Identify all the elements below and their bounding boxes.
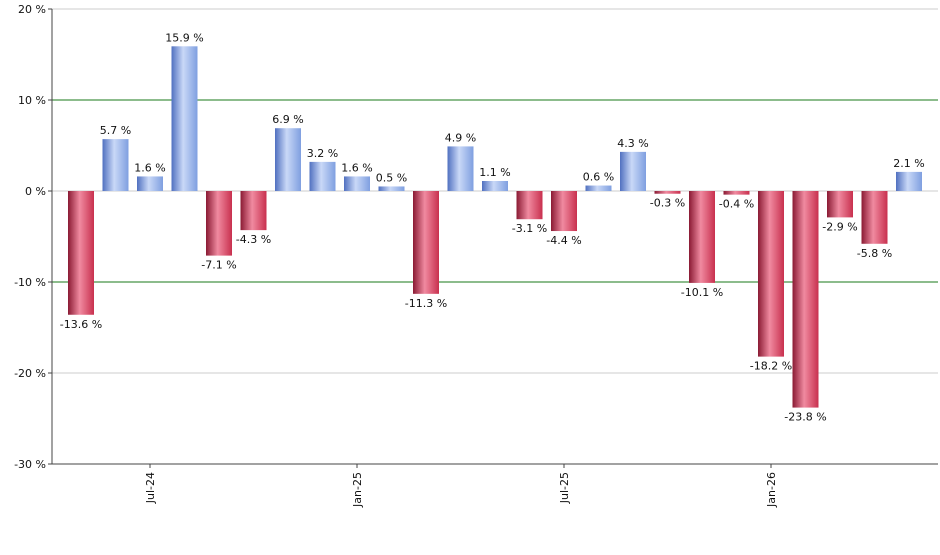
data-label: 5.7 % — [100, 124, 131, 137]
data-label: -0.4 % — [719, 198, 754, 211]
data-label: -11.3 % — [405, 297, 447, 310]
x-tick-label: Jan-25 — [351, 472, 364, 508]
bar-negative — [827, 191, 853, 218]
data-label: -18.2 % — [750, 360, 792, 373]
bar-negative — [516, 191, 543, 220]
data-label: -3.1 % — [512, 222, 547, 235]
y-tick-label: 20 % — [18, 3, 46, 16]
bar-positive — [102, 139, 129, 191]
bar-negative — [654, 191, 681, 194]
data-labels: -13.6 % 5.7 % 1.6 % 15.9 % -7.1 %-4.3 % 6.9 %… — [60, 31, 925, 423]
data-label: -2.9 % — [822, 220, 857, 233]
bar-negative — [413, 191, 439, 294]
x-tick-label: Jul-24 — [144, 472, 157, 504]
bar-positive — [309, 161, 336, 191]
data-label: 4.3 % — [617, 137, 648, 150]
bar-negative — [723, 191, 750, 195]
data-label: -7.1 % — [201, 259, 236, 272]
data-label: -10.1 % — [681, 286, 723, 299]
axes: 20 % 10 % 0 % -10 % -20 % -30 % Jul-24 Jan-25 Ju… — [14, 3, 938, 508]
data-label: -4.3 % — [236, 233, 271, 246]
data-label: -4.4 % — [546, 234, 581, 247]
bar-positive — [171, 46, 198, 192]
bar-positive — [482, 180, 508, 191]
y-tick-label: -30 % — [14, 458, 46, 471]
data-label: -0.3 % — [650, 197, 685, 210]
bar-positive — [344, 176, 370, 191]
y-tick-label: -20 % — [14, 367, 46, 380]
y-tick-label: 0 % — [25, 185, 46, 198]
data-label: 2.1 % — [893, 157, 924, 170]
bar-negative — [758, 191, 784, 357]
data-label: 0.5 % — [376, 171, 407, 184]
bar-negative — [240, 191, 267, 231]
data-label: 1.6 % — [134, 161, 165, 174]
bar-positive — [378, 186, 405, 191]
data-label: -5.8 % — [857, 247, 892, 260]
bar-positive — [447, 146, 474, 191]
x-tick-label: Jan-26 — [765, 472, 778, 508]
data-label: 1.1 % — [479, 166, 510, 179]
bar-positive — [275, 128, 301, 191]
bar-negative — [68, 191, 94, 315]
x-tick-label: Jul-25 — [558, 472, 571, 504]
y-tick-label: -10 % — [14, 276, 46, 289]
bar-negative — [689, 191, 715, 283]
bar-positive — [585, 185, 612, 191]
data-label: 3.2 % — [307, 147, 338, 160]
data-label: -13.6 % — [60, 318, 102, 331]
bar-negative — [792, 191, 819, 408]
data-label: 4.9 % — [445, 131, 476, 144]
bar-negative — [551, 191, 577, 232]
data-label: 15.9 % — [165, 31, 203, 44]
data-label: 1.6 % — [341, 161, 372, 174]
data-label: 6.9 % — [272, 113, 303, 126]
data-label: -23.8 % — [784, 411, 826, 424]
bar-positive — [896, 171, 922, 191]
bar-negative — [206, 191, 232, 256]
data-label: 0.6 % — [583, 171, 614, 184]
bar-positive — [137, 176, 163, 191]
y-tick-label: 10 % — [18, 94, 46, 107]
bar-positive — [620, 151, 646, 191]
bar-negative — [861, 191, 888, 244]
bars — [68, 46, 922, 408]
